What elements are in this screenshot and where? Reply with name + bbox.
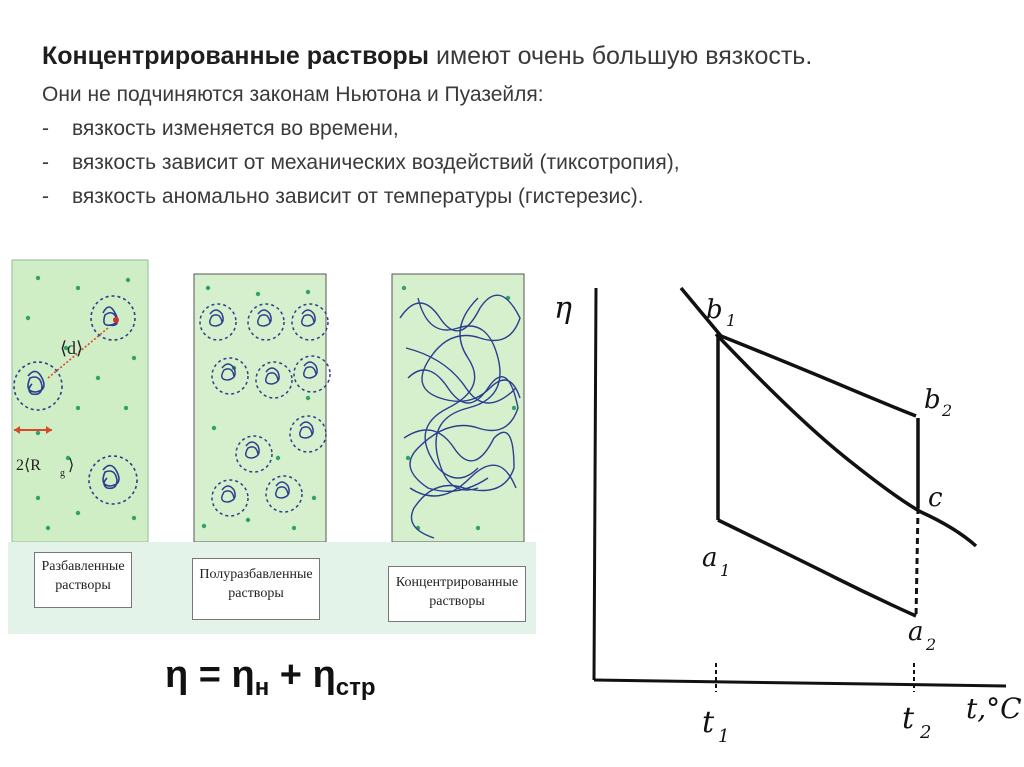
label-a2: a (908, 617, 924, 647)
label-d: ⟨d⟩ (60, 338, 83, 358)
panel-dilute-bg (11, 259, 149, 543)
slide-text: Концентрированные растворы имеют очень б… (42, 38, 942, 214)
bullet-item: - вязкость изменяется во времени, (42, 117, 399, 140)
label-b1: b (706, 295, 723, 325)
bullet-item: - вязкость зависит от механических воздей… (42, 151, 680, 174)
x-axis (593, 678, 1007, 688)
svg-text:2: 2 (919, 722, 931, 743)
svg-text:g: g (60, 468, 65, 479)
headline-rest: имеют очень большую вязкость. (429, 42, 813, 70)
distance-arrow (47, 327, 109, 379)
headline: Концентрированные растворы имеют очень б… (42, 38, 942, 74)
label-eta: η (554, 291, 572, 326)
svg-text:2: 2 (925, 635, 936, 654)
svg-text:1: 1 (720, 561, 730, 580)
edge-c-a2 (914, 507, 920, 619)
caption-dilute: Разбавленные растворы (34, 552, 132, 608)
headline-bold: Концентрированные растворы (42, 42, 430, 70)
label-x-axis: t,°C (966, 692, 1022, 725)
solutions-illustration: ⟨d⟩ 2⟨R g ⟩ Разбавленные растворы Полура… (8, 258, 536, 634)
label-rg: 2⟨R (16, 457, 41, 474)
label-t1: t (702, 705, 715, 740)
svg-text:1: 1 (718, 726, 729, 747)
intro-line: Они не подчиняются законам Ньютона и Пуа… (42, 83, 544, 106)
solvent-dots (25, 275, 517, 531)
y-axis (592, 287, 598, 681)
curve-through-c (714, 332, 978, 548)
caption-concentrated: Концентрированные растворы (388, 566, 526, 622)
curve-lower (717, 518, 917, 618)
panel-semidilute-bg (193, 273, 327, 543)
curve-upper (679, 286, 917, 418)
panel-concentrated-bg (391, 273, 525, 543)
hysteresis-graph: η b 1 b 2 c a 1 a 2 t 1 t 2 t,°C (554, 286, 1022, 747)
text-lines: Они не подчиняются законам Ньютона и Пуа… (42, 78, 942, 214)
polymer-tangle (399, 294, 521, 539)
polymer-coils-semidilute (199, 303, 331, 517)
svg-text:2: 2 (941, 401, 952, 420)
label-a1: a (702, 543, 718, 573)
label-b2: b (924, 385, 941, 415)
caption-semidilute: Полуразбавленные растворы (192, 558, 320, 620)
label-t2: t (902, 701, 915, 736)
viscosity-formula: η = ηн + ηстр (165, 654, 376, 701)
svg-text:⟩: ⟩ (68, 457, 74, 474)
label-c: c (928, 483, 943, 513)
bullet-item: - вязкость аномально зависит от температу… (42, 185, 644, 208)
svg-text:1: 1 (726, 311, 736, 330)
